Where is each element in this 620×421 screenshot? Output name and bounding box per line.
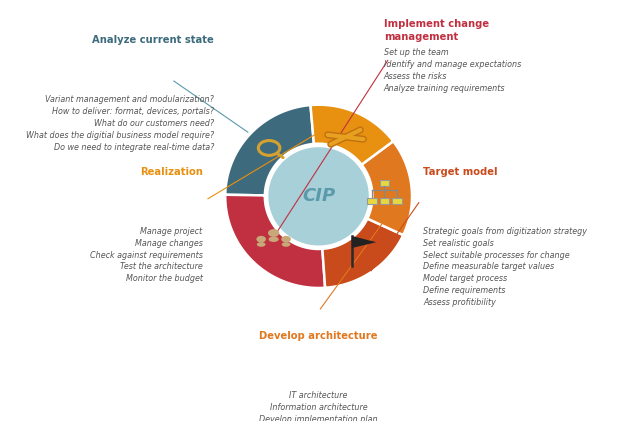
Text: Check against requirements: Check against requirements [90,251,203,260]
Circle shape [281,236,291,242]
Circle shape [268,229,279,237]
Text: Strategic goals from digitization strategy: Strategic goals from digitization strate… [423,227,587,236]
Text: Analyze current state: Analyze current state [92,35,214,45]
Text: Identify and manage expectations: Identify and manage expectations [384,60,521,69]
Ellipse shape [267,146,370,247]
Text: Test the architecture: Test the architecture [120,262,203,272]
Text: Define measurable target values: Define measurable target values [423,262,554,272]
Text: Implement change: Implement change [384,19,489,29]
Text: What does the digitial business model require?: What does the digitial business model re… [26,131,214,140]
Polygon shape [311,105,393,165]
Ellipse shape [257,242,265,247]
Text: Assess the risks: Assess the risks [384,72,447,81]
Polygon shape [322,218,403,288]
Text: IT architecture: IT architecture [290,391,348,400]
Text: Realization: Realization [140,167,203,177]
FancyBboxPatch shape [379,180,389,186]
Circle shape [256,236,266,242]
FancyBboxPatch shape [367,198,377,204]
Ellipse shape [281,242,290,247]
Polygon shape [352,236,376,248]
Text: Manage project: Manage project [141,227,203,236]
Ellipse shape [268,237,279,242]
FancyBboxPatch shape [392,198,402,204]
Text: Monitor the budget: Monitor the budget [126,274,203,283]
Text: Model target process: Model target process [423,274,507,283]
Text: What do our customers need?: What do our customers need? [94,119,214,128]
Text: Define requirements: Define requirements [423,286,506,295]
Text: Assess profitibility: Assess profitibility [423,298,496,306]
Text: Variant management and modularization?: Variant management and modularization? [45,95,214,104]
FancyBboxPatch shape [379,198,389,204]
Text: Set up the team: Set up the team [384,48,448,57]
Text: How to deliver: format, devices, portals?: How to deliver: format, devices, portals… [52,107,214,116]
Text: management: management [384,32,458,42]
Polygon shape [225,195,325,288]
Text: Develop architecture: Develop architecture [259,331,378,341]
Text: Set realistic goals: Set realistic goals [423,239,494,248]
Polygon shape [225,105,314,195]
Polygon shape [361,141,412,235]
Text: Select suitable processes for change: Select suitable processes for change [423,251,570,260]
Text: Manage changes: Manage changes [135,239,203,248]
Text: Do we need to integrate real-time data?: Do we need to integrate real-time data? [53,143,214,152]
Text: Information architecture: Information architecture [270,403,368,412]
Text: CIP: CIP [302,187,335,205]
Text: Target model: Target model [423,167,498,177]
Text: Analyze training requirements: Analyze training requirements [384,85,505,93]
Text: Develop implementation plan: Develop implementation plan [259,415,378,421]
